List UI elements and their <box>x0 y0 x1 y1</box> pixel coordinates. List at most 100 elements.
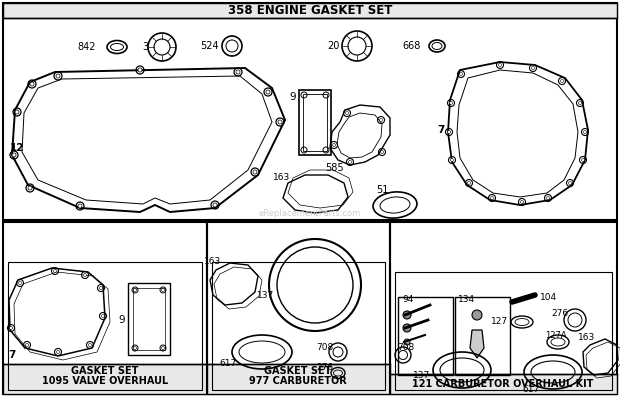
Text: 20: 20 <box>327 41 340 51</box>
Bar <box>390 374 617 394</box>
Text: 617: 617 <box>522 385 539 395</box>
Bar <box>8 262 202 390</box>
Circle shape <box>348 160 352 164</box>
Text: 7: 7 <box>438 125 445 135</box>
Text: 617: 617 <box>219 358 237 368</box>
Text: 524: 524 <box>200 41 219 51</box>
Circle shape <box>448 131 451 133</box>
Text: 276: 276 <box>551 310 569 318</box>
Text: GASKET SET: GASKET SET <box>264 366 332 376</box>
Text: 12: 12 <box>10 143 25 153</box>
Circle shape <box>84 274 87 276</box>
Circle shape <box>138 68 142 72</box>
Circle shape <box>569 181 572 185</box>
Circle shape <box>89 343 92 347</box>
Circle shape <box>379 118 383 121</box>
Bar <box>299 90 331 155</box>
Circle shape <box>266 90 270 94</box>
Circle shape <box>133 289 136 291</box>
Bar <box>303 94 327 151</box>
Circle shape <box>472 310 482 320</box>
Text: 708: 708 <box>316 343 334 351</box>
Circle shape <box>253 170 257 174</box>
Text: 977 CARBURETOR: 977 CARBURETOR <box>249 376 347 386</box>
Circle shape <box>450 102 453 104</box>
Bar <box>3 364 207 394</box>
Circle shape <box>9 326 12 330</box>
Text: 163: 163 <box>578 333 596 341</box>
Circle shape <box>403 311 411 319</box>
Text: eReplacementParts.com: eReplacementParts.com <box>259 208 361 218</box>
Text: 708: 708 <box>397 343 414 353</box>
Circle shape <box>560 79 564 83</box>
Circle shape <box>25 343 29 347</box>
Bar <box>3 3 617 220</box>
Circle shape <box>546 197 549 200</box>
Text: 121 CARBURETOR OVERHAUL KIT: 121 CARBURETOR OVERHAUL KIT <box>412 379 594 389</box>
Circle shape <box>332 143 335 146</box>
Text: 94: 94 <box>402 295 414 304</box>
Text: 137: 137 <box>413 370 430 380</box>
Circle shape <box>12 153 16 157</box>
Text: 9: 9 <box>290 92 296 102</box>
Polygon shape <box>470 330 484 358</box>
Circle shape <box>467 181 471 185</box>
Circle shape <box>381 150 384 154</box>
Circle shape <box>498 64 502 67</box>
Circle shape <box>28 186 32 190</box>
Bar <box>212 262 385 390</box>
Text: 163: 163 <box>273 173 291 181</box>
Bar <box>128 283 170 355</box>
Text: 3: 3 <box>142 42 148 52</box>
Circle shape <box>19 281 22 285</box>
Text: 842: 842 <box>78 42 96 52</box>
Bar <box>3 222 207 394</box>
Bar <box>3 3 617 18</box>
Bar <box>207 222 390 394</box>
Text: 276: 276 <box>316 362 334 372</box>
Text: 7: 7 <box>8 350 16 360</box>
Text: 358 ENGINE GASKET SET: 358 ENGINE GASKET SET <box>228 4 392 17</box>
Bar <box>398 297 453 375</box>
Circle shape <box>15 110 19 114</box>
Text: 127A: 127A <box>545 330 567 339</box>
Bar <box>390 222 617 394</box>
Bar <box>207 364 390 394</box>
Circle shape <box>53 270 56 272</box>
Bar <box>395 272 612 390</box>
Circle shape <box>161 289 164 291</box>
Circle shape <box>213 203 217 207</box>
Circle shape <box>278 120 282 124</box>
Circle shape <box>56 351 60 353</box>
Circle shape <box>102 314 105 318</box>
Text: 163: 163 <box>205 258 221 266</box>
Text: GASKET SET: GASKET SET <box>71 366 139 376</box>
Text: 9: 9 <box>118 315 125 325</box>
Text: 127: 127 <box>491 318 508 326</box>
Text: 668: 668 <box>402 41 421 51</box>
Text: 137: 137 <box>257 291 275 299</box>
Circle shape <box>582 158 585 162</box>
Circle shape <box>490 197 494 200</box>
Circle shape <box>236 70 240 74</box>
Bar <box>133 288 165 350</box>
Circle shape <box>99 287 102 289</box>
Text: 585: 585 <box>325 163 343 173</box>
Text: 134: 134 <box>458 295 475 304</box>
Circle shape <box>133 347 136 349</box>
Text: 1095 VALVE OVERHAUL: 1095 VALVE OVERHAUL <box>42 376 168 386</box>
Circle shape <box>404 339 410 345</box>
Circle shape <box>161 347 164 349</box>
Circle shape <box>578 102 582 104</box>
Circle shape <box>583 131 587 133</box>
Text: 51: 51 <box>376 185 388 195</box>
Bar <box>455 297 510 375</box>
Circle shape <box>531 67 534 69</box>
Circle shape <box>345 112 348 114</box>
Text: 104: 104 <box>540 293 557 301</box>
Circle shape <box>30 82 34 86</box>
Circle shape <box>451 158 453 162</box>
Circle shape <box>56 74 60 78</box>
Circle shape <box>78 204 82 208</box>
Circle shape <box>459 73 463 75</box>
